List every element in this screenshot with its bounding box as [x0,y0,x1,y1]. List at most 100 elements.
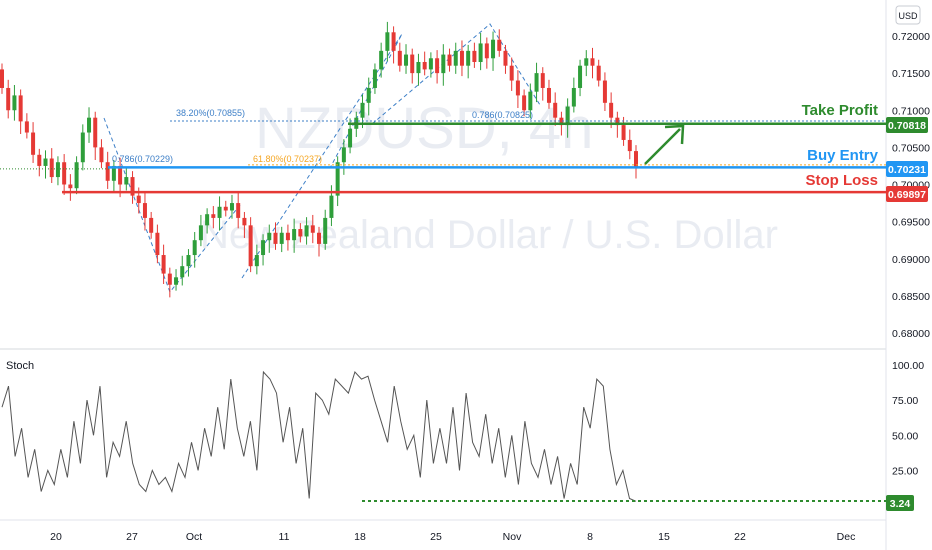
candle-body [6,87,11,111]
take-profit-price-tag: 0.70818 [886,117,928,133]
candle-body [453,50,458,66]
candle-body [37,154,42,166]
currency-badge[interactable]: USD [895,5,921,25]
candle-body [317,232,321,244]
candle-body [242,217,247,226]
candle-body [459,50,464,66]
stoch-value-tag: 3.24 [886,495,914,511]
candle-body [267,232,272,241]
candle-body [627,139,632,152]
buy-entry-price-tag: 0.70231 [886,161,928,177]
candle-body [142,203,147,218]
stoch-tick-label: 50.00 [892,430,918,442]
buy-entry-label: Buy Entry [807,147,879,164]
candle-body [310,225,315,233]
candle-body [372,69,377,88]
candle-body [621,125,626,140]
candle-body [304,225,309,237]
fib-786-right-label: 0.786(0.70825) [472,110,533,120]
candle-body [12,95,17,111]
price-tick-label: 0.70500 [892,142,930,154]
fib-triangle-left [103,117,241,293]
candle-body [416,61,421,74]
candle-body [360,102,365,118]
stoch-tick-label: 100.00 [892,360,924,372]
candle-body [155,232,160,256]
candle-body [602,80,607,103]
candle-body [379,50,384,70]
candle-body [0,69,4,88]
price-tick-label: 0.69500 [892,217,930,229]
candle-body [261,240,266,256]
candle-body [74,162,79,189]
candle-body [248,225,253,267]
time-tick-label: 11 [279,531,290,543]
candle-body [198,225,203,241]
candle-body [553,102,558,118]
fib-618-label: 61.80%(0.70237) [253,154,322,164]
candle-body [559,117,564,126]
svg-text:3.24: 3.24 [890,498,911,510]
candle-body [491,39,496,59]
price-tick-label: 0.71000 [892,105,930,117]
candle-body [397,50,402,66]
time-tick-label: 8 [587,531,593,543]
fib-786-left-label: 0.786(0.70229) [112,154,173,164]
time-tick-label: 27 [126,531,138,543]
candle-body [484,43,489,59]
svg-text:0.70231: 0.70231 [888,164,926,176]
candle-body [236,203,241,218]
candle-body [466,50,471,66]
candle-body [49,158,54,178]
candle-body [329,195,334,218]
candle-body [341,147,346,163]
candle-body [279,232,284,244]
candle-body [422,61,427,70]
price-tick-label: 0.69000 [892,254,930,266]
stop-loss-label: Stop Loss [805,172,878,189]
candle-body [174,277,179,285]
candle-body [298,229,303,237]
time-tick-label: Nov [503,531,522,543]
candle-body [528,91,533,111]
stoch-tick-label: 75.00 [892,395,918,407]
candle-body [217,206,222,218]
time-tick-label: 18 [354,531,366,543]
candle-body [447,54,452,66]
candle-body [62,162,67,185]
candle-body [80,132,85,163]
levels-layer [0,120,886,194]
time-tick-label: 20 [50,531,62,543]
fib-382-label: 38.20%(0.70855) [176,108,245,118]
watermark-description: New Zealand Dollar / U.S. Dollar [200,213,778,257]
candle-body [366,87,371,103]
candle-body [596,65,601,81]
candle-body [634,151,638,169]
time-tick-label: 15 [658,531,670,543]
candle-body [180,266,185,278]
candle-body [515,80,520,96]
candle-body [522,95,527,111]
candle-body [111,165,116,181]
candle-body [478,43,483,62]
candle-body [205,214,210,226]
candle-body [435,58,440,74]
time-tick-label: Oct [186,531,202,543]
candle-body [497,39,502,51]
candle-body [584,58,589,66]
price-tick-label: 0.68500 [892,291,930,303]
candle-body [348,128,353,148]
candle-body [578,65,583,88]
candle-body [31,132,36,155]
candle-body [546,87,551,103]
candle-body [590,58,595,66]
candle-body [118,165,123,185]
candle-body [211,214,216,218]
candle-body [534,73,539,92]
price-tick-label: 0.68000 [892,328,930,340]
svg-text:0.69897: 0.69897 [888,189,926,201]
stoch-label: Stoch [6,360,34,372]
stoch-line [1,370,637,502]
candle-body [565,106,570,126]
